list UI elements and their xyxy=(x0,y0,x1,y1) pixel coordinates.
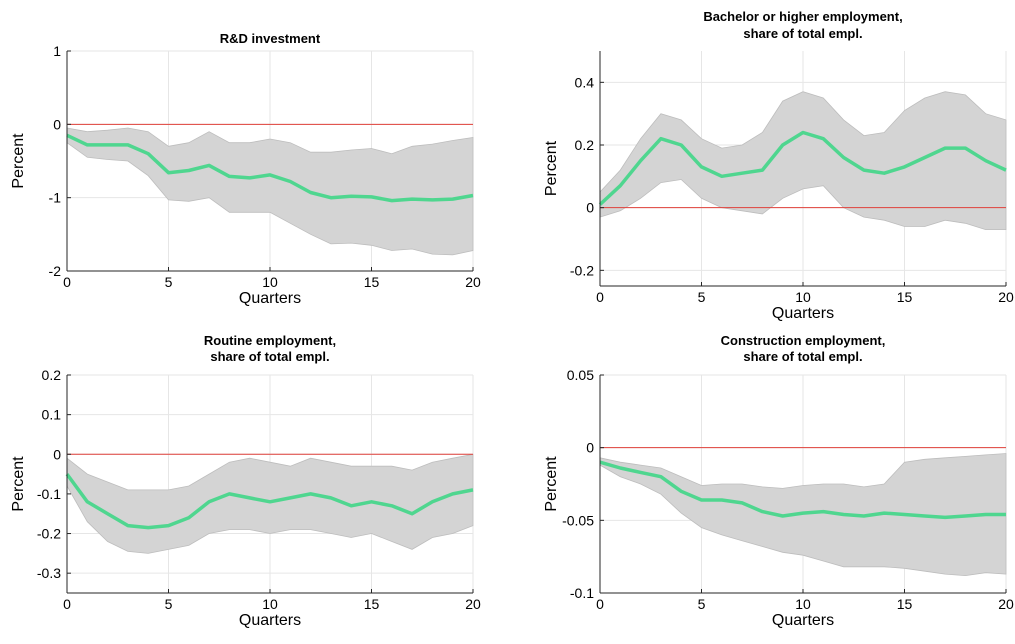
y-tick-label-1: -0.05 xyxy=(562,512,594,528)
y-axis-label: Percent xyxy=(10,456,27,512)
y-tick-label-0: -0.3 xyxy=(37,565,61,581)
median-line xyxy=(599,460,1006,520)
y-tick-label-3: 1 xyxy=(53,43,61,59)
x-tick-label-1: 5 xyxy=(698,289,706,305)
x-axis-label: Quarters xyxy=(772,305,834,322)
x-tick-label-1: 5 xyxy=(165,596,173,612)
x-tick-label-1: 5 xyxy=(165,274,173,290)
chart-title-line-1: Construction employment, xyxy=(721,333,886,348)
x-tick-label-4: 20 xyxy=(465,274,481,290)
y-axis-label: Percent xyxy=(543,456,560,512)
x-axis-label: Quarters xyxy=(239,612,301,629)
y-tick-label-3: 0.4 xyxy=(575,74,595,90)
y-axis-label: Percent xyxy=(543,140,560,196)
chart-title-line-1: Bachelor or higher employment, xyxy=(703,9,902,24)
chart-panel-2: 0 5 10 15 20-0.200.20.4QuartersPercentBachel… xyxy=(543,9,1014,322)
chart-title-line-1: Routine employment, xyxy=(204,333,336,348)
y-tick-label-5: 0.2 xyxy=(42,367,62,383)
x-tick-label-4: 20 xyxy=(998,596,1014,612)
confidence-band xyxy=(66,453,474,554)
x-tick-label-0: 0 xyxy=(63,274,71,290)
x-tick-label-2: 10 xyxy=(795,596,811,612)
x-tick-label-1: 5 xyxy=(698,596,706,612)
x-tick-label-0: 0 xyxy=(596,596,604,612)
y-tick-label-0: -0.2 xyxy=(570,262,594,278)
chart-title-line-2: share of total empl. xyxy=(210,349,329,364)
y-axis-label: Percent xyxy=(10,133,27,189)
x-axis-label: Quarters xyxy=(239,290,301,307)
median-line xyxy=(598,130,1007,206)
chart-panel-3: 0 5 10 15 20 -0.3 -0.2 -0.1 0 0.1 0.2 Quarters Perce… xyxy=(10,333,481,629)
x-tick-label-3: 15 xyxy=(897,289,913,305)
x-tick-label-3: 15 xyxy=(897,596,913,612)
chart-title-line-2: share of total empl. xyxy=(743,349,862,364)
x-tick-label-0: 0 xyxy=(596,289,604,305)
y-tick-label-3: 0 xyxy=(53,446,61,462)
y-tick-label-0: -2 xyxy=(49,263,62,279)
x-axis-label: Quarters xyxy=(772,612,834,629)
y-tick-label-4: 0.1 xyxy=(42,407,62,423)
confidence-band xyxy=(66,127,474,256)
y-tick-label-1: 0 xyxy=(586,200,594,216)
y-tick-label-2: -0.1 xyxy=(37,486,61,502)
y-tick-label-1: -1 xyxy=(49,190,62,206)
chart-title-line-2: share of total empl. xyxy=(743,26,862,41)
x-tick-label-4: 20 xyxy=(465,596,481,612)
y-tick-label-1: -0.2 xyxy=(37,526,61,542)
chart-panel-4: 0 5 10 15 20 -0.1 -0.05 0 0.05 Quarters Percent Con… xyxy=(543,333,1014,629)
x-tick-label-3: 15 xyxy=(364,596,380,612)
x-tick-label-2: 10 xyxy=(262,274,278,290)
x-tick-label-0: 0 xyxy=(63,596,71,612)
y-tick-label-2: 0 xyxy=(53,116,61,132)
y-tick-label-2: 0 xyxy=(586,440,594,456)
x-tick-label-4: 20 xyxy=(998,289,1014,305)
median-line xyxy=(65,473,474,530)
x-tick-label-2: 10 xyxy=(795,289,811,305)
y-tick-label-2: 0.2 xyxy=(575,137,595,153)
chart-panel-1: 0 5 10 15 20 -2 -1 0 1 Quarters Percent R&D investm… xyxy=(10,31,481,307)
y-tick-label-3: 0.05 xyxy=(567,367,594,383)
x-tick-label-2: 10 xyxy=(262,596,278,612)
chart-title-line-1: R&D investment xyxy=(220,31,321,46)
x-tick-label-3: 15 xyxy=(364,274,380,290)
y-tick-label-0: -0.1 xyxy=(570,585,594,601)
median-line xyxy=(66,133,474,203)
